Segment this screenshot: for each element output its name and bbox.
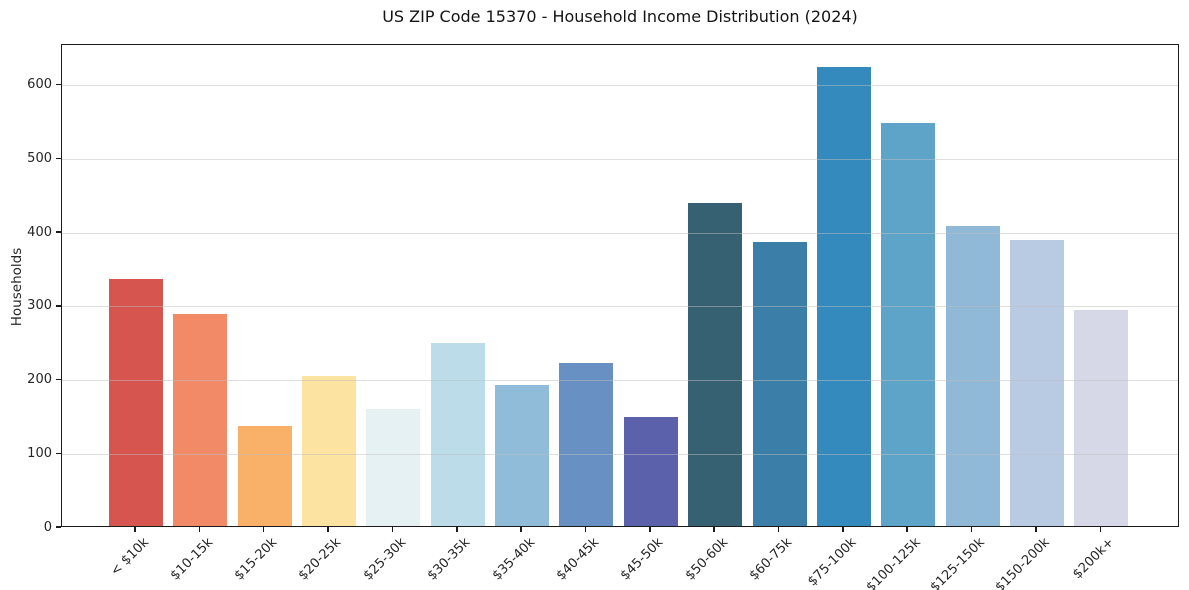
bar-$150-200k: [1009, 239, 1064, 526]
bar-$200k+: [1074, 309, 1129, 526]
x-tick-label: $45-50k: [617, 535, 667, 584]
x-tick-mark: [391, 527, 394, 532]
y-tick-label: 100: [27, 445, 52, 461]
bar-$50-60k: [688, 203, 743, 526]
x-tick-mark: [1035, 527, 1037, 532]
x-tick-mark: [1099, 527, 1101, 532]
x-tick-mark: [906, 527, 908, 532]
y-tick-mark: [56, 378, 61, 381]
x-tick-label: $60-75k: [746, 535, 796, 584]
x-tick-label: $15-20k: [231, 535, 281, 584]
y-tick-mark: [56, 83, 61, 86]
bar-$100-125k: [881, 123, 936, 526]
y-tick-mark: [56, 452, 61, 454]
bar-$15-20k: [237, 426, 292, 526]
x-tick-mark: [134, 527, 136, 532]
plot-area: [61, 44, 1179, 527]
x-tick-mark: [198, 527, 201, 532]
bar-< $10k: [109, 278, 163, 526]
x-tick-mark: [842, 527, 844, 532]
x-tick-mark: [456, 527, 458, 532]
bar-$35-40k: [495, 385, 550, 526]
bar-$25-30k: [366, 408, 421, 526]
x-tick-label: $35-40k: [489, 535, 538, 584]
x-tick-label: $200k+: [1069, 535, 1117, 583]
x-tick-label: $75-100k: [805, 535, 860, 590]
y-tick-mark: [56, 157, 61, 160]
y-tick-mark: [56, 231, 61, 233]
x-tick-label: < $10k: [107, 535, 152, 580]
bar-$10-15k: [173, 313, 228, 526]
y-tick-mark: [56, 526, 61, 528]
gridline-200: [62, 380, 1178, 382]
y-tick-label: 0: [43, 519, 52, 535]
x-tick-label: $40-45k: [553, 535, 603, 584]
bar-$75-100k: [816, 67, 871, 526]
bar-$60-75k: [752, 242, 807, 526]
x-tick-label: $30-35k: [424, 535, 474, 584]
gridline-400: [62, 232, 1178, 234]
bar-$20-25k: [302, 375, 357, 526]
y-tick-label: 500: [27, 150, 52, 166]
x-tick-label: $25-30k: [360, 535, 410, 584]
x-tick-mark: [520, 527, 522, 532]
gridline-300: [62, 306, 1178, 308]
y-tick-label: 200: [27, 372, 52, 388]
x-tick-mark: [327, 527, 329, 532]
x-tick-label: $150-200k: [992, 535, 1053, 590]
x-tick-mark: [970, 527, 973, 532]
gridline-500: [62, 158, 1178, 160]
x-tick-mark: [262, 527, 265, 532]
x-tick-label: $100-125k: [863, 535, 924, 590]
x-tick-label: $10-15k: [167, 535, 216, 584]
y-axis-label: Households: [9, 247, 25, 327]
x-tick-label: $20-25k: [296, 535, 345, 584]
y-tick-label: 300: [27, 298, 52, 314]
x-tick-mark: [649, 527, 651, 532]
y-tick-label: 600: [27, 77, 52, 93]
gridline-600: [62, 85, 1178, 87]
x-tick-mark: [777, 527, 780, 532]
bar-$30-35k: [430, 343, 485, 526]
bar-$125-150k: [945, 225, 1000, 526]
bar-$45-50k: [623, 416, 678, 526]
x-tick-mark: [713, 527, 715, 532]
x-tick-label: $125-150k: [927, 535, 989, 590]
y-tick-mark: [56, 305, 61, 307]
x-tick-label: $50-60k: [682, 535, 731, 584]
x-tick-mark: [584, 527, 587, 532]
bar-$40-45k: [559, 363, 614, 526]
gridline-100: [62, 453, 1178, 455]
chart-title: US ZIP Code 15370 - Household Income Dis…: [382, 7, 858, 26]
y-tick-label: 400: [27, 224, 52, 240]
